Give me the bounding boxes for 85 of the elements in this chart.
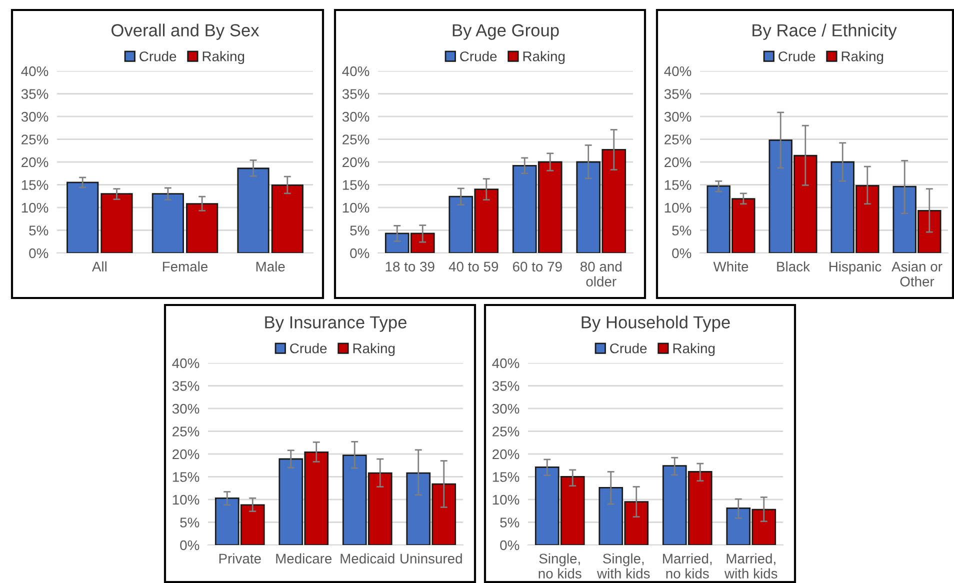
y-tick-label: 5% (350, 226, 370, 236)
x-tick-label: White (713, 261, 748, 272)
x-tick-label: Married, no kids (663, 553, 712, 578)
chart-title: By Household Type (582, 316, 730, 332)
y-tick-label: 15% (492, 472, 520, 482)
legend-label: Crude (290, 343, 327, 354)
y-tick-label: 10% (664, 202, 692, 213)
y-tick-label: 0% (672, 248, 692, 258)
y-tick-label: 0% (29, 248, 48, 258)
bar (100, 193, 133, 253)
y-tick-label: 40% (172, 358, 200, 368)
y-tick-label: 20% (172, 449, 200, 460)
legend-label: Crude (140, 51, 176, 62)
y-tick-label: 15% (22, 180, 48, 190)
y-tick-label: 30% (342, 112, 370, 122)
y-tick-label: 15% (172, 472, 200, 482)
y-tick-label: 10% (492, 494, 520, 505)
y-tick-label: 35% (21, 89, 48, 99)
y-tick-label: 25% (492, 426, 520, 436)
x-tick-label: 40 to 59 (448, 262, 498, 272)
y-tick-label: 10% (342, 202, 370, 213)
y-tick-label: 0% (180, 540, 200, 550)
y-tick-label: 25% (664, 134, 692, 144)
y-tick-label: 35% (664, 89, 692, 99)
legend-label: Crude (460, 51, 497, 62)
y-tick-label: 40% (342, 66, 370, 76)
x-tick-label: Single, no kids (538, 553, 582, 578)
x-tick-label: Black (777, 261, 810, 272)
x-tick-label: 60 to 79 (512, 262, 562, 272)
y-tick-label: 40% (21, 66, 48, 76)
chart-title: By Race / Ethnicity (752, 24, 897, 40)
y-tick-label: 35% (492, 381, 520, 391)
chart-title: By Age Group (452, 24, 559, 40)
y-tick-label: 30% (21, 112, 48, 122)
y-tick-label: 20% (22, 157, 48, 168)
chart-title: By Insurance Type (265, 316, 406, 332)
y-tick-label: 5% (29, 226, 48, 236)
x-tick-label: Private (219, 553, 261, 564)
bar (66, 182, 99, 253)
x-tick-label: Hispanic (830, 261, 882, 274)
y-tick-label: 25% (172, 426, 200, 436)
legend-label: Raking (523, 51, 565, 64)
y-tick-label: 10% (172, 494, 200, 505)
y-tick-label: 15% (664, 180, 692, 190)
x-tick-label: Male (256, 261, 285, 272)
y-tick-label: 20% (342, 157, 370, 168)
y-tick-label: 25% (22, 134, 48, 144)
bar (237, 168, 270, 253)
y-tick-label: 5% (672, 226, 692, 236)
legend-label: Raking (673, 343, 715, 356)
legend-label: Raking (842, 51, 884, 64)
y-tick-label: 35% (172, 381, 200, 391)
bar (271, 184, 304, 253)
bar (186, 203, 218, 253)
chart-title: Overall and By Sex (112, 24, 260, 40)
x-tick-label: 80 and older (580, 261, 622, 286)
bar (152, 193, 184, 253)
y-tick-label: 5% (500, 518, 520, 528)
y-tick-label: 0% (500, 540, 520, 550)
y-tick-label: 35% (342, 89, 370, 99)
x-tick-label: Uninsured (400, 553, 462, 564)
x-tick-label: Asian or Other (892, 261, 942, 286)
x-tick-label: Medicare (276, 553, 332, 564)
x-tick-label: All (92, 261, 106, 272)
legend-label: Crude (778, 51, 816, 62)
legend-label: Crude (610, 343, 647, 354)
y-tick-label: 30% (492, 404, 520, 414)
y-tick-label: 40% (492, 358, 520, 368)
y-tick-label: 5% (180, 518, 200, 528)
y-tick-label: 20% (664, 157, 692, 168)
x-tick-label: Married, with kids (724, 553, 778, 578)
y-tick-label: 40% (664, 66, 692, 76)
y-tick-label: 30% (664, 112, 692, 122)
y-tick-label: 0% (350, 248, 370, 258)
y-tick-label: 10% (22, 202, 48, 213)
x-tick-label: Single, with kids (596, 553, 650, 578)
y-tick-label: 30% (172, 404, 200, 414)
y-tick-label: 15% (342, 180, 370, 190)
x-tick-label: Medicaid (340, 553, 394, 564)
x-tick-label: 18 to 39 (386, 262, 434, 272)
y-tick-label: 25% (342, 134, 370, 144)
x-tick-label: Female (162, 261, 208, 272)
y-tick-label: 20% (492, 449, 520, 460)
legend-label: Raking (353, 343, 395, 356)
legend-label: Raking (202, 51, 244, 64)
